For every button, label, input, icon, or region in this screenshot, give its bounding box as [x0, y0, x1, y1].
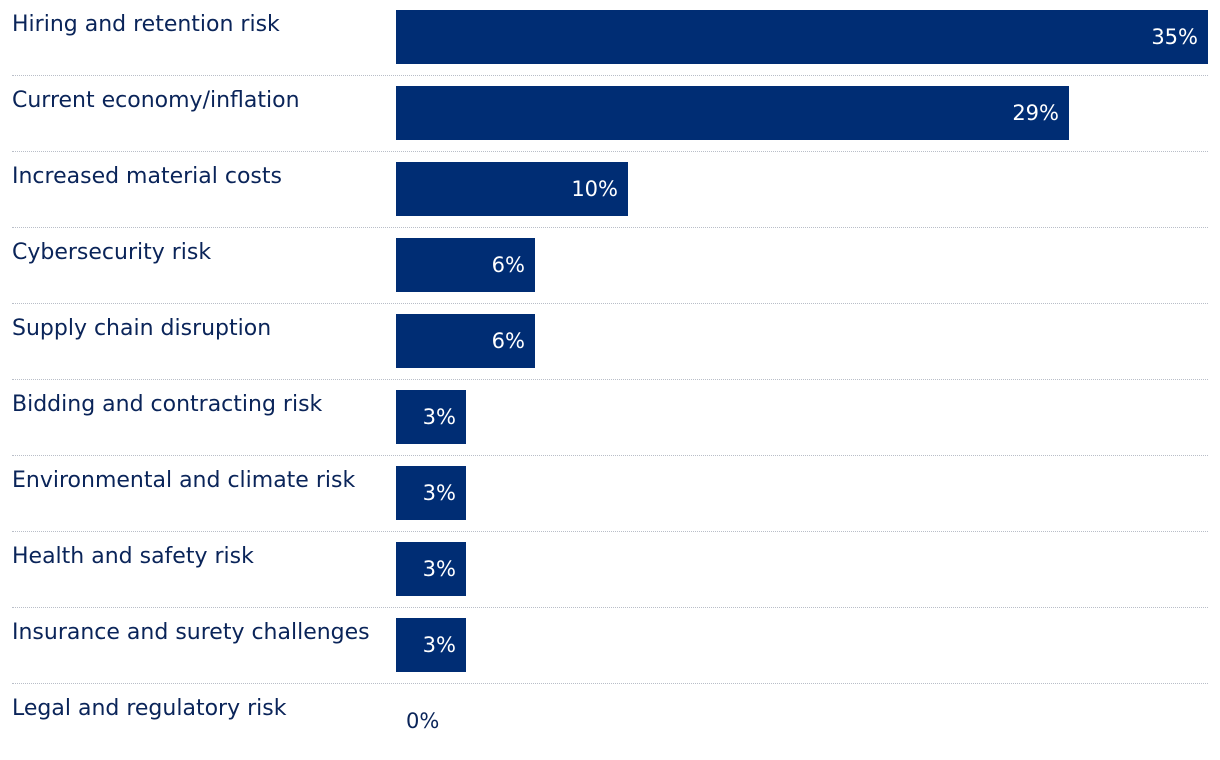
value-label: 3%	[422, 405, 456, 429]
chart-row: Insurance and surety challenges 3%	[0, 608, 1220, 684]
category-label: Cybersecurity risk	[12, 240, 212, 265]
bar	[396, 86, 1069, 140]
value-label: 0%	[406, 709, 440, 733]
bar	[396, 466, 466, 520]
chart-row: Cybersecurity risk 6%	[0, 228, 1220, 304]
category-label: Health and safety risk	[12, 544, 254, 569]
chart-row: Bidding and contracting risk 3%	[0, 380, 1220, 456]
value-label: 35%	[1151, 25, 1198, 49]
bar	[396, 314, 535, 368]
bar	[396, 390, 466, 444]
chart-row: Legal and regulatory risk 0%	[0, 684, 1220, 760]
bar	[396, 542, 466, 596]
bar	[396, 10, 1208, 64]
value-label: 29%	[1012, 101, 1059, 125]
chart-row: Health and safety risk 3%	[0, 532, 1220, 608]
bar	[396, 618, 466, 672]
bar	[396, 162, 628, 216]
value-label: 10%	[571, 177, 618, 201]
chart-row: Supply chain disruption 6%	[0, 304, 1220, 380]
row-divider	[12, 303, 1208, 304]
chart-row: Hiring and retention risk 35%	[0, 0, 1220, 76]
row-divider	[12, 75, 1208, 76]
value-label: 3%	[422, 481, 456, 505]
chart-row: Environmental and climate risk 3%	[0, 456, 1220, 532]
row-divider	[12, 455, 1208, 456]
value-label: 6%	[491, 253, 525, 277]
category-label: Increased material costs	[12, 164, 282, 189]
chart-row: Current economy/inflation 29%	[0, 76, 1220, 152]
category-label: Legal and regulatory risk	[12, 696, 287, 721]
row-divider	[12, 227, 1208, 228]
bar	[396, 238, 535, 292]
row-divider	[12, 531, 1208, 532]
chart-row: Increased material costs 10%	[0, 152, 1220, 228]
row-divider	[12, 379, 1208, 380]
value-label: 3%	[422, 557, 456, 581]
category-label: Current economy/inflation	[12, 88, 300, 113]
category-label: Insurance and surety challenges	[12, 620, 370, 645]
category-label: Hiring and retention risk	[12, 12, 280, 37]
row-divider	[12, 683, 1208, 684]
value-label: 3%	[422, 633, 456, 657]
value-label: 6%	[491, 329, 525, 353]
category-label: Supply chain disruption	[12, 316, 272, 341]
category-label: Bidding and contracting risk	[12, 392, 323, 417]
category-label: Environmental and climate risk	[12, 468, 356, 493]
row-divider	[12, 151, 1208, 152]
row-divider	[12, 607, 1208, 608]
